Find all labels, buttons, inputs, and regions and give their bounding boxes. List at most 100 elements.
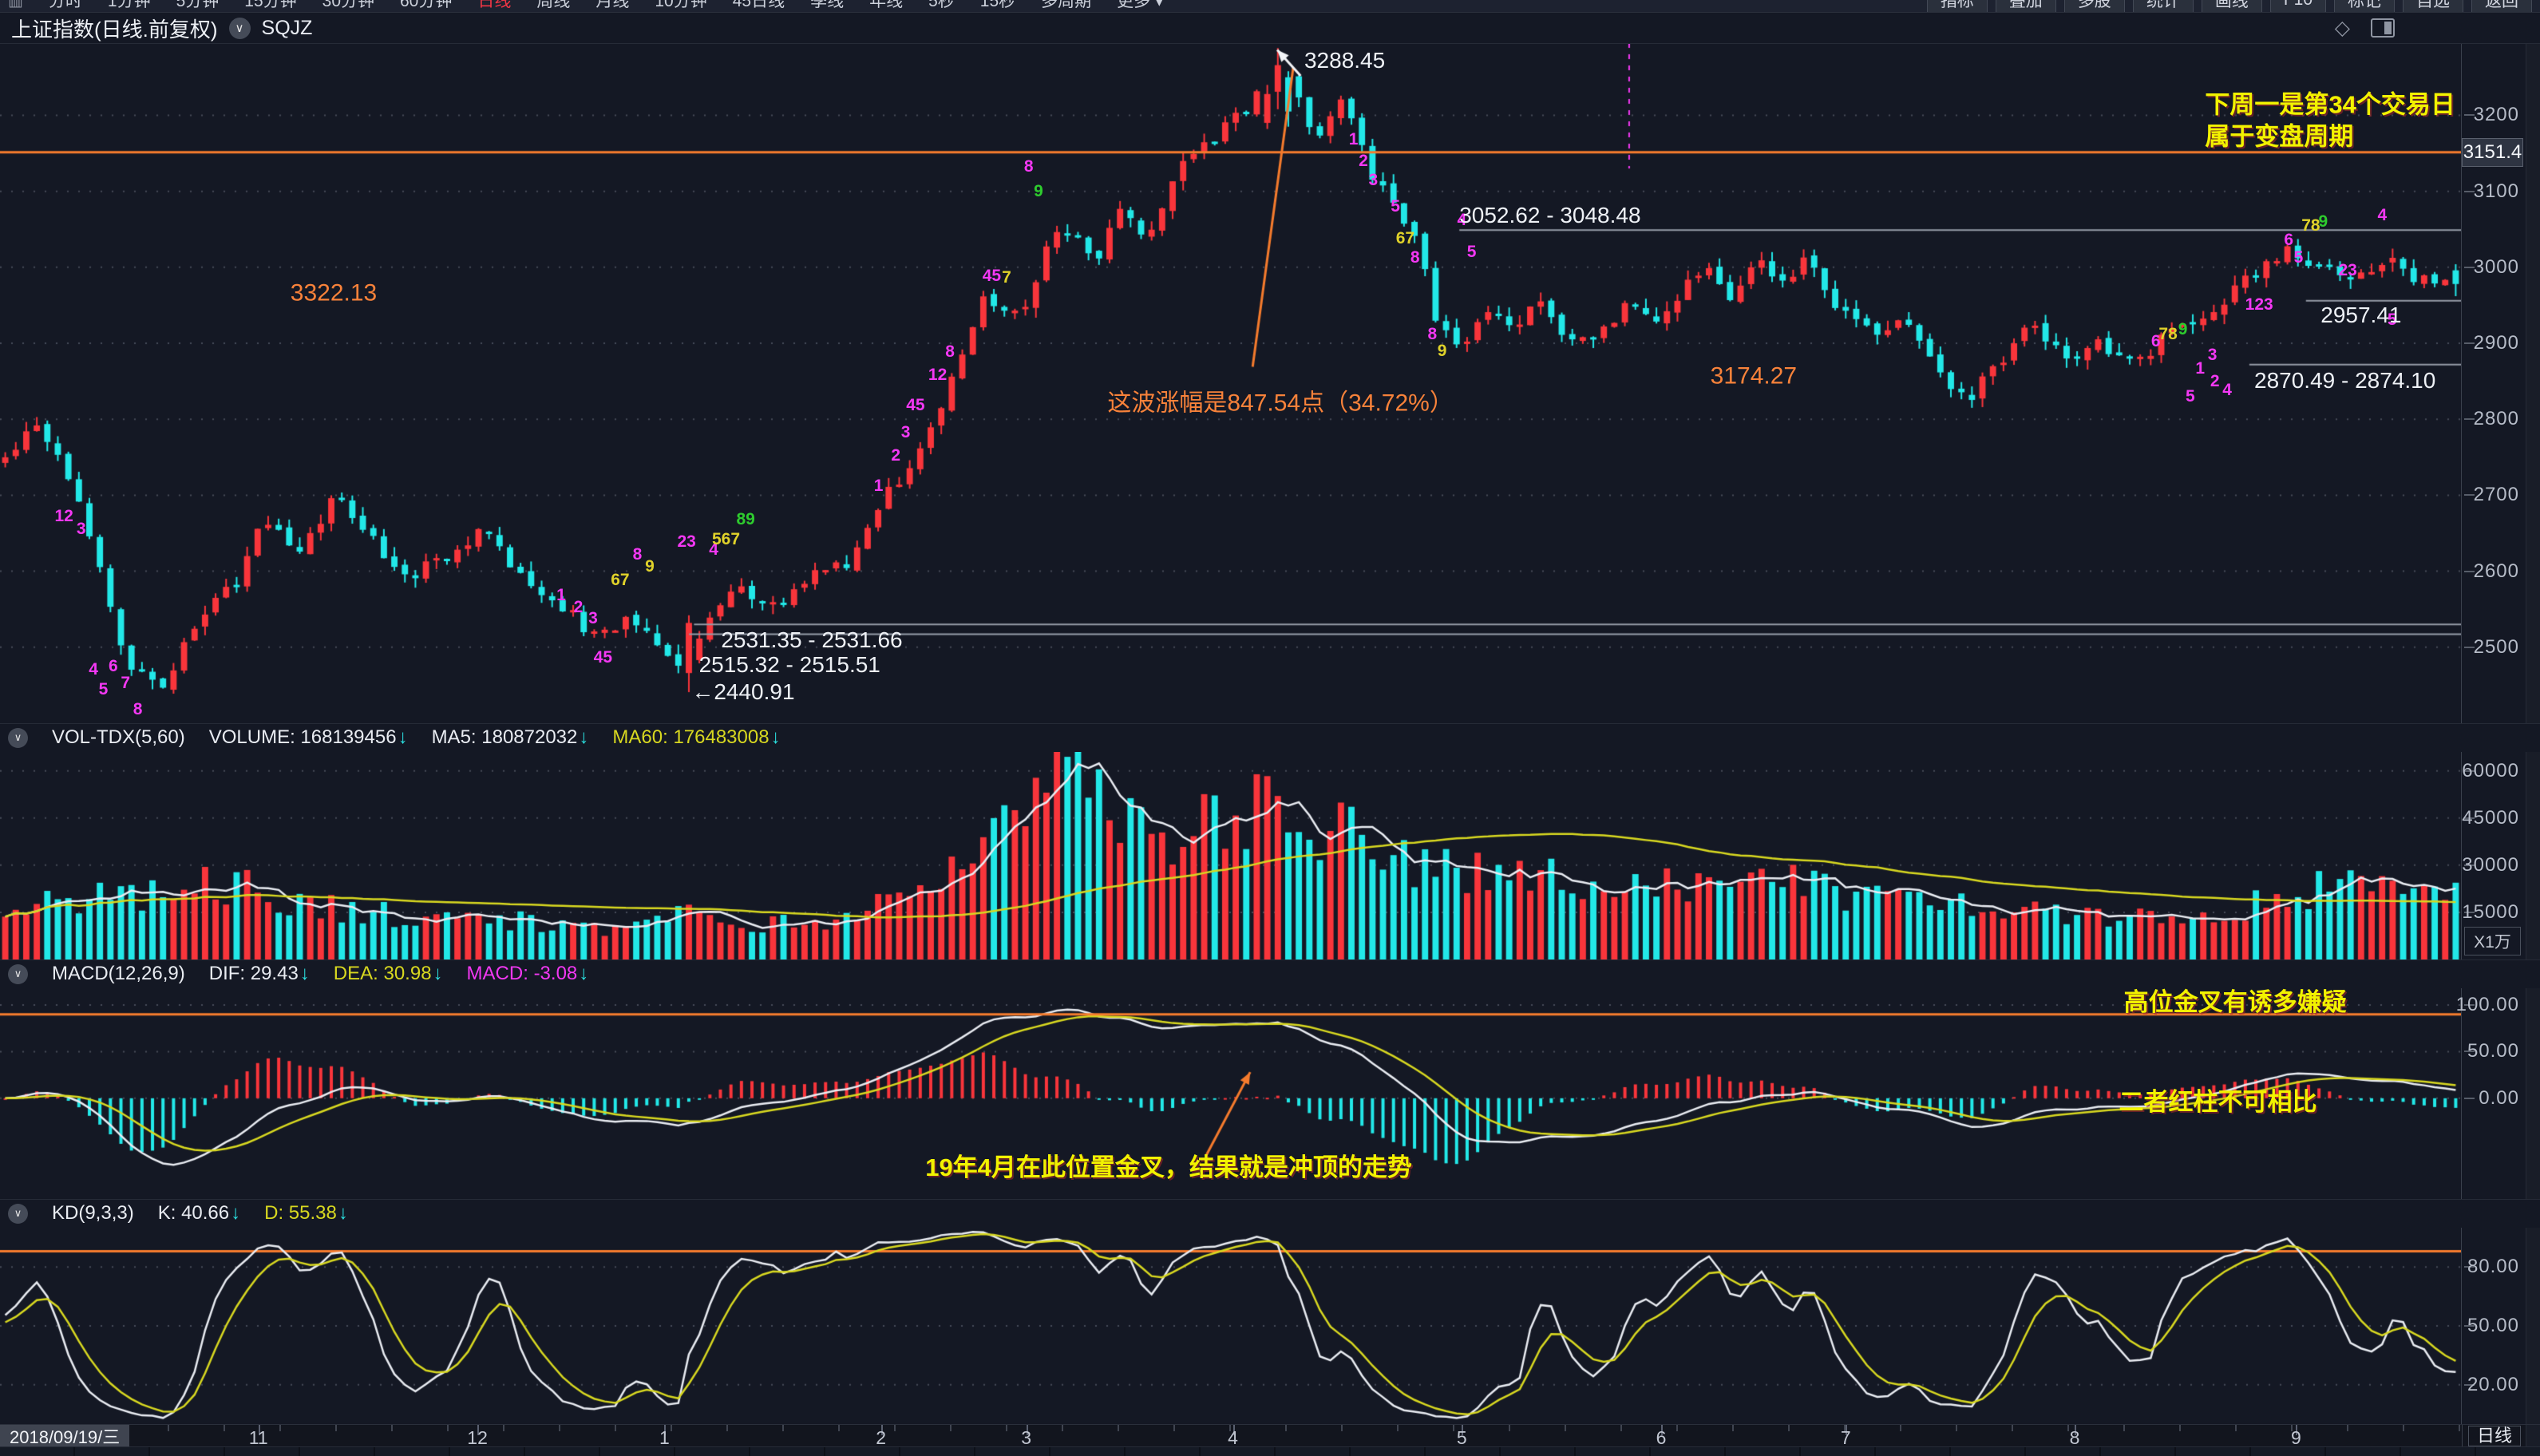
period-item-1分钟[interactable]: 1分钟 [107,0,151,10]
axis-tick-label: 2500 [2473,635,2519,658]
period-item-30分钟[interactable]: 30分钟 [322,0,374,10]
axis-tick-label: 2700 [2473,484,2519,506]
period-item-10分钟[interactable]: 10分钟 [655,0,707,10]
month-label: 2 [876,1427,887,1448]
tool-button-叠加[interactable]: 叠加 [1995,0,2056,12]
ma5-value: 180872032 [481,726,578,748]
axis-tick-label: 0.00 [2479,1086,2519,1109]
axis-tick-label: 50.00 [2467,1040,2519,1062]
period-item-60分钟[interactable]: 60分钟 [400,0,453,10]
right-edge-strip [2526,43,2540,723]
k-value: 40.66 [181,1202,230,1224]
collapse-pane-icon[interactable]: ∨ [8,727,28,748]
axis-tick-label: 3000 [2473,255,2519,278]
indicator-name: KD(9,3,3) [52,1202,134,1224]
tool-button-F10[interactable]: F10 [2269,0,2326,12]
volume-chart[interactable] [0,752,2461,959]
price-axis: 3200 3100 3000 2900 2800 2700 2600 2500 3151.4 [2461,43,2526,723]
macd-header: ∨ MACD(12,26,9) DIF: 29.43 ↓ DEA: 30.98 ↓ … [0,959,2540,988]
candlestick-chart[interactable]: 3288.45 下周一是第34个交易日 属于变盘周期 3052.62 - 3048.… [0,43,2461,723]
layout-panel-icon[interactable] [2371,18,2395,38]
axis-tick-label: 2900 [2473,332,2519,354]
down-arrow-icon: ↓ [299,963,310,984]
period-item-日线[interactable]: 日线 [477,0,512,10]
period-item-5分钟[interactable]: 5分钟 [176,0,220,10]
chevron-down-icon[interactable]: ∨ [228,17,251,39]
tool-button-标记[interactable]: 标记 [2334,0,2395,12]
axis-tick-label: 80.00 [2467,1256,2519,1278]
month-label: 5 [1456,1427,1467,1448]
down-arrow-icon: ↓ [398,726,408,748]
grid-icon[interactable]: ▥ [8,0,23,10]
indicator-name: VOL-TDX(5,60) [52,726,185,748]
macd-chart[interactable]: 高位金叉有诱多嫌疑 二者红柱不可相比 19年4月在此位置金叉，结果就是冲顶的走势 [0,988,2461,1199]
dea-value: 30.98 [383,963,432,984]
d-value: 55.38 [288,1202,337,1224]
kd-header: ∨ KD(9,3,3) K: 40.66 ↓ D: 55.38 ↓ [0,1199,2540,1228]
month-label: 8 [2069,1427,2080,1448]
collapse-pane-icon[interactable]: ∨ [8,963,28,984]
month-label: 3 [1021,1427,1032,1448]
period-item-分时[interactable]: 分时 [48,0,82,10]
tool-button-多股[interactable]: 多股 [2063,0,2125,12]
down-arrow-icon: ↓ [433,963,443,984]
down-arrow-icon: ↓ [338,1202,348,1224]
symbol-code: SQJZ [261,16,313,39]
period-item-5秒[interactable]: 5秒 [928,0,955,10]
period-item-月线[interactable]: 月线 [595,0,630,10]
axis-tick-label: 2800 [2473,408,2519,430]
period-item-多周期[interactable]: 多周期 [1041,0,1092,10]
indicator-name: MACD(12,26,9) [52,963,185,984]
diamond-icon[interactable]: ◇ [2334,17,2350,39]
tool-button-画线[interactable]: 画线 [2201,0,2262,12]
axis-tick-label: 3200 [2473,104,2519,126]
macd-axis: 100.00 50.00 0.00 [2456,988,2526,1199]
down-arrow-icon: ↓ [579,726,589,748]
volume-value: 168139456 [300,726,397,748]
axis-tick-label: 60000 [2462,759,2519,781]
more-periods-button[interactable]: 更多 ▾ [1117,0,1164,10]
period-menu: ▥ 分时 1分钟 5分钟 15分钟 30分钟 60分钟 日线 周线 月线 10分钟 45日线 季线 年线… [8,0,1164,12]
month-label: 9 [2291,1427,2301,1448]
start-date-label: 2018/09/19/三 [0,1425,130,1447]
period-item-45日线[interactable]: 45日线 [732,0,785,10]
month-label: 12 [467,1427,488,1448]
tool-button-指标[interactable]: 指标 [1926,0,1988,12]
down-arrow-icon: ↓ [231,1202,241,1224]
period-item-15分钟[interactable]: 15分钟 [244,0,297,10]
macd-value: -3.08 [533,963,578,984]
symbol-titlebar: 上证指数(日线.前复权) ∨ SQJZ ◇ [0,13,2540,43]
tool-button-自选[interactable]: 自选 [2403,0,2463,12]
right-edge-strip [2526,1425,2540,1446]
down-arrow-icon: ↓ [770,726,781,748]
month-label: 7 [1840,1427,1851,1448]
time-axis: 11 12 1 2 3 4 5 6 7 8 9 2018/09/19/三 日线 [0,1424,2540,1448]
volume-pane: ∨ VOL-TDX(5,60) VOLUME: 168139456 ↓ MA5: … [0,723,2540,959]
tool-button-返回[interactable]: 返回 [2471,0,2532,12]
axis-tick-label: 2600 [2473,560,2519,582]
axis-tick-label: 20.00 [2467,1373,2519,1395]
period-item-15秒[interactable]: 15秒 [979,0,1016,10]
status-strip [0,1446,2540,1456]
right-edge-strip [2526,988,2540,1199]
volume-axis: X1万 60000 45000 30000 15000 [2461,752,2526,959]
axis-tick-label: 15000 [2462,900,2519,923]
dif-value: 29.43 [250,963,299,984]
right-edge-strip [2526,1228,2540,1424]
macd-pane: ∨ MACD(12,26,9) DIF: 29.43 ↓ DEA: 30.98 ↓ … [0,959,2540,1199]
collapse-pane-icon[interactable]: ∨ [8,1203,28,1224]
period-item-周线[interactable]: 周线 [536,0,571,10]
symbol-title: 上证指数(日线.前复权) [11,17,218,42]
month-label: 11 [248,1427,268,1448]
kd-axis: 80.00 50.00 20.00 [2461,1228,2526,1424]
period-item-季线[interactable]: 季线 [810,0,845,10]
kd-chart[interactable] [0,1228,2461,1424]
tool-button-统计[interactable]: 统计 [2132,0,2194,12]
main-price-pane: 3288.45 下周一是第34个交易日 属于变盘周期 3052.62 - 3048.… [0,43,2540,723]
period-item-年线[interactable]: 年线 [869,0,904,10]
axis-tick-label: 3100 [2473,180,2519,202]
right-edge-strip [2526,752,2540,959]
timeframe-label: 日线 [2467,1425,2521,1446]
